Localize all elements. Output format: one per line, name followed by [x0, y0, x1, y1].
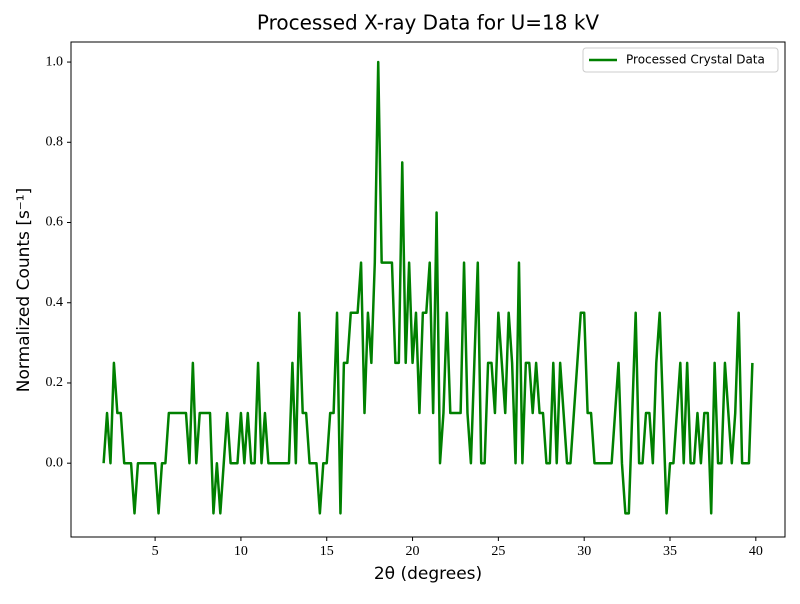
x-tick-label: 20	[406, 544, 420, 559]
x-tick-label: 40	[749, 544, 763, 559]
legend-label: Processed Crystal Data	[626, 53, 765, 67]
plot-frame	[70, 41, 786, 538]
x-tick-label: 25	[491, 544, 505, 559]
data-line	[102, 60, 754, 515]
y-tick-label: 0.8	[46, 135, 64, 150]
legend-box	[582, 47, 779, 73]
y-tick-label: 0.0	[46, 455, 64, 470]
x-tick-label: 10	[234, 544, 248, 559]
chart-title: Processed X-ray Data for U=18 kV	[257, 11, 600, 35]
y-tick-label: 0.2	[46, 375, 64, 390]
y-tick-label: 0.6	[46, 215, 64, 230]
x-axis-label: 2θ (degrees)	[374, 564, 482, 584]
x-tick-label: 5	[152, 544, 159, 559]
x-tick-label: 35	[663, 544, 677, 559]
x-tick-label: 15	[320, 544, 334, 559]
y-tick-label: 0.4	[46, 295, 64, 310]
y-tick-label: 1.0	[46, 54, 64, 69]
x-tick-label: 30	[577, 544, 591, 559]
y-axis-label: Normalized Counts [s⁻¹]	[14, 188, 34, 392]
